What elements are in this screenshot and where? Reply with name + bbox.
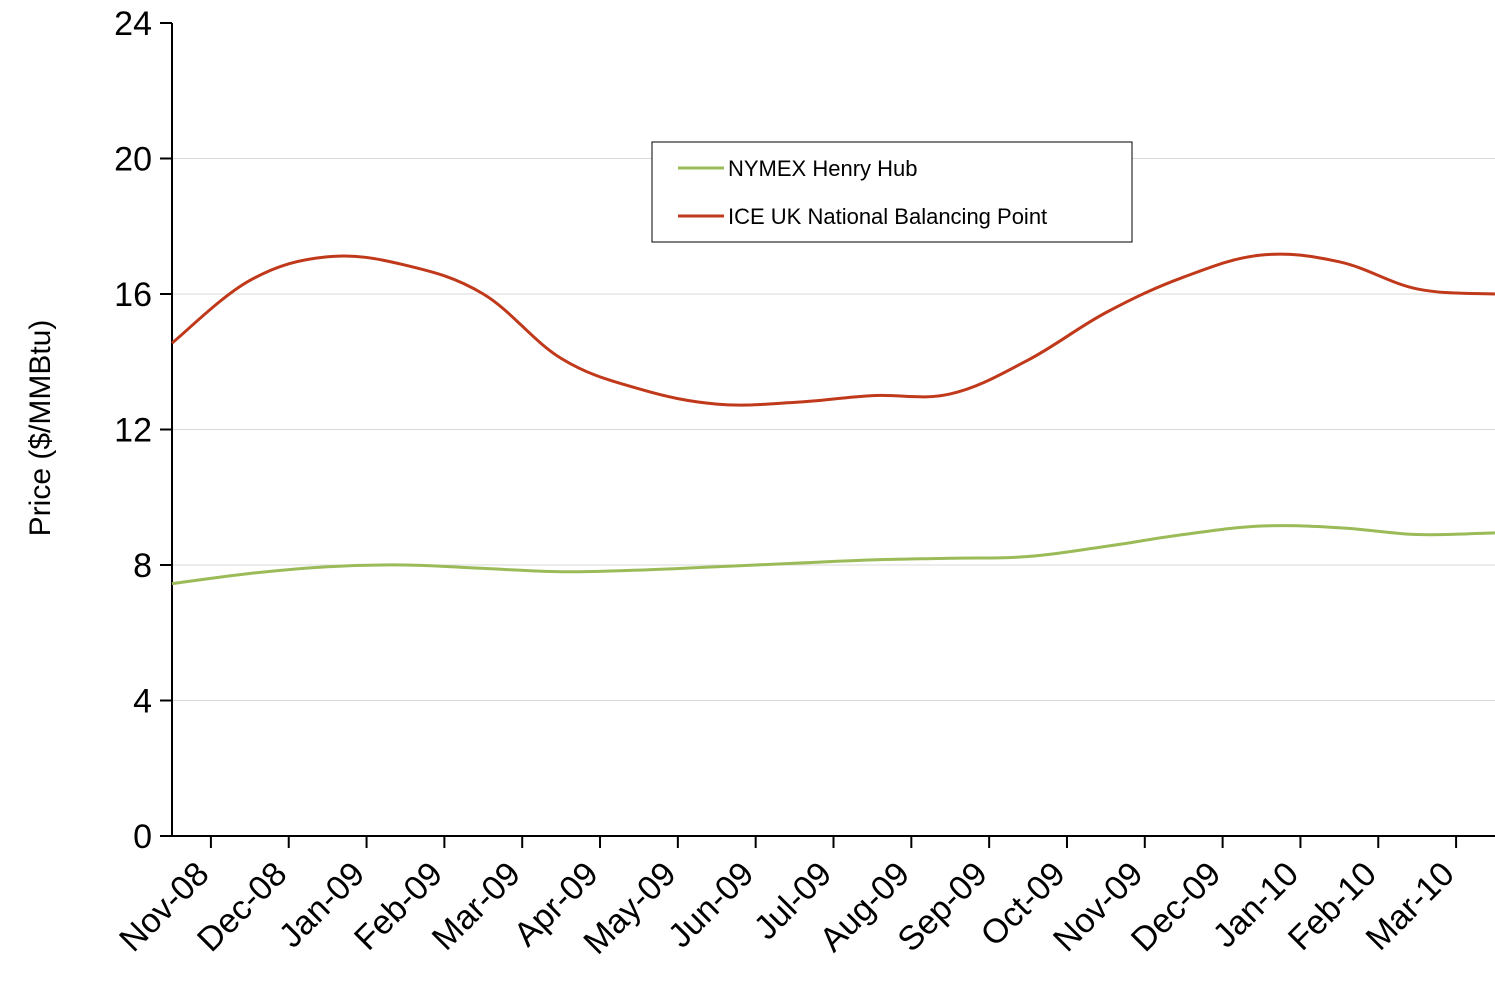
y-axis-title: Price ($/MMBtu) — [24, 320, 57, 537]
x-tick-label: Mar-10 — [1359, 855, 1462, 958]
y-tick-label: 24 — [114, 5, 152, 43]
y-tick-label: 16 — [114, 276, 152, 314]
legend-label: ICE UK National Balancing Point — [728, 204, 1047, 229]
x-tick-label: Dec-08 — [190, 855, 294, 959]
legend-box — [651, 141, 1133, 243]
series-line-1 — [171, 252, 1495, 407]
x-tick-label: Mar-09 — [425, 855, 528, 958]
x-tick-label: Dec-09 — [1124, 855, 1228, 959]
y-tick-label: 8 — [133, 547, 152, 585]
y-tick-label: 4 — [133, 683, 152, 721]
series-lines — [171, 252, 1495, 586]
legend-items: NYMEX Henry Hub ICE UK National Balancing… — [678, 156, 1047, 229]
legend-label: NYMEX Henry Hub — [728, 156, 918, 181]
y-tick-label: 12 — [114, 412, 152, 450]
x-tick-label: Feb-09 — [347, 855, 450, 958]
x-tick-label: Sep-09 — [890, 855, 994, 959]
y-tick-label: 20 — [114, 141, 152, 179]
x-tick-label: Feb-10 — [1281, 855, 1384, 958]
legend: NYMEX Henry Hub ICE UK National Balancing… — [651, 141, 1133, 243]
y-tick-label: 0 — [133, 818, 152, 856]
x-tick-label: Jun-09 — [661, 855, 761, 955]
series-line-0 — [171, 524, 1495, 586]
